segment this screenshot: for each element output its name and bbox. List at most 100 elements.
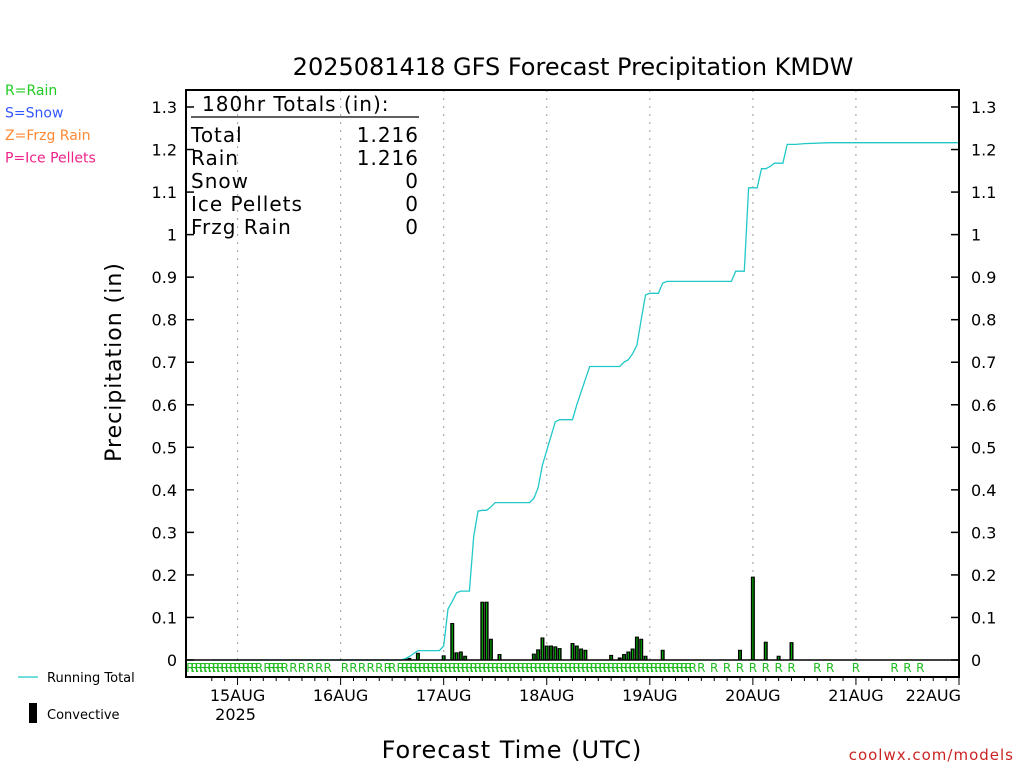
precip-bar-core-16 [550, 646, 552, 660]
precip-bar-core-12 [533, 654, 535, 660]
totals-label-2: Snow [191, 169, 249, 193]
x-tick-label-0: 15AUG [210, 686, 265, 705]
ptype-label-83: R [607, 661, 615, 675]
ptype-label-10: R [229, 661, 237, 675]
totals-value-2: 0 [405, 169, 419, 193]
ptype-label-71: R [555, 661, 563, 675]
ptype-label-109: R [774, 661, 782, 675]
ptype-label-74: R [568, 661, 576, 675]
precip-bar-core-20 [576, 646, 578, 660]
precip-bar-core-21 [580, 649, 582, 660]
y-tick-label-right-12: 1.2 [971, 141, 996, 160]
ptype-label-16: R [255, 661, 263, 675]
ptype-label-23: R [298, 661, 306, 675]
ptype-label-9: R [225, 661, 233, 675]
ptype-label-53: R [478, 661, 486, 675]
precip-bar-core-19 [571, 643, 574, 660]
ptype-label-51: R [470, 661, 478, 675]
ptype-label-37: R [409, 661, 417, 675]
ptype-label-52: R [474, 661, 482, 675]
precip-bars [403, 576, 794, 660]
ptype-label-44: R [439, 661, 447, 675]
legend-entry-0: R=Rain [5, 83, 57, 99]
precip-bar-core-34 [765, 642, 767, 660]
y-tick-label-left-2: 0.2 [152, 566, 177, 585]
legend-entry-2: Z=Frzg Rain [5, 128, 91, 144]
ptype-label-45: R [444, 661, 452, 675]
ptype-label-24: R [306, 661, 314, 675]
totals-header: 180hr Totals (in): [202, 92, 390, 116]
ptype-label-21: R [281, 661, 289, 675]
ptype-label-2: R [195, 661, 203, 675]
ptype-label-75: R [573, 661, 581, 675]
ptype-label-13: R [242, 661, 250, 675]
y-tick-label-right-0: 0 [971, 651, 981, 670]
precip-bar-core-26 [627, 652, 629, 660]
ptype-label-42: R [431, 661, 439, 675]
totals-label-1: Rain [191, 146, 239, 170]
precip-bar-core-13 [537, 650, 539, 660]
ptype-label-85: R [616, 661, 624, 675]
ptype-label-33: R [388, 661, 396, 675]
ptype-label-11: R [233, 661, 241, 675]
precip-bar-1 [407, 657, 412, 660]
precip-bar-core-10 [490, 639, 492, 660]
ptype-label-99: R [676, 661, 684, 675]
ptype-label-22: R [289, 661, 297, 675]
ptype-label-54: R [482, 661, 490, 675]
precip-bar-core-14 [541, 638, 544, 660]
y-tick-label-left-13: 1.3 [152, 98, 177, 117]
ptype-label-56: R [491, 661, 499, 675]
ptype-label-46: R [448, 661, 456, 675]
ptype-label-108: R [762, 661, 770, 675]
ptype-label-111: R [813, 661, 821, 675]
precip-bar-core-23 [610, 655, 612, 660]
x-tick-label-3: 18AUG [519, 686, 574, 705]
ptype-label-105: R [723, 661, 731, 675]
ptype-label-112: R [826, 661, 834, 675]
precip-bar-core-2 [417, 653, 419, 660]
ptype-label-115: R [903, 661, 911, 675]
y-tick-label-left-11: 1.1 [152, 183, 177, 202]
ptype-label-79: R [590, 661, 598, 675]
ptype-label-114: R [890, 661, 898, 675]
x-tick-sublabel-0: 2025 [215, 705, 256, 724]
precip-bar-core-29 [640, 639, 642, 660]
y-tick-label-left-3: 0.3 [152, 523, 177, 542]
ptype-label-81: R [598, 661, 606, 675]
precip-bar-core-6 [460, 652, 462, 660]
ptype-label-97: R [667, 661, 675, 675]
grid-lines [236, 90, 857, 660]
precip-bar-core-4 [451, 623, 453, 660]
precip-bar-core-3 [443, 656, 445, 660]
x-tick-label-2: 17AUG [416, 686, 471, 705]
ptype-label-5: R [208, 661, 216, 675]
y-tick-label-left-10: 1 [167, 226, 177, 245]
x-tick-label-6: 21AUG [828, 686, 883, 705]
precip-bar-core-11 [498, 655, 501, 660]
totals-value-1: 1.216 [357, 146, 419, 170]
ptype-label-36: R [405, 661, 413, 675]
running-total-legend-label: Running Total [47, 671, 135, 686]
ptype-label-20: R [276, 661, 284, 675]
y-axis-right: 0 0.1 0.2 0.3 0.4 0.5 0.6 0.7 0.8 0.9 1 1.1 1.2 1.3 [951, 98, 996, 670]
ptype-label-18: R [268, 661, 276, 675]
ptype-label-101: R [684, 661, 692, 675]
ptype-label-84: R [611, 661, 619, 675]
y-tick-label-right-10: 1 [971, 226, 981, 245]
precip-bar-core-8 [481, 602, 483, 660]
ptype-label-69: R [547, 661, 555, 675]
ptype-label-72: R [560, 661, 568, 675]
y-tick-label-left-7: 0.7 [152, 353, 177, 372]
ptype-label-62: R [517, 661, 525, 675]
ptype-label-39: R [418, 661, 426, 675]
precip-bar-core-18 [559, 649, 561, 660]
legend-entry-1: S=Snow [5, 106, 63, 122]
precip-type-legend: R=Rain S=Snow Z=Frzg Rain P=Ice Pellets [5, 83, 96, 167]
ptype-label-26: R [324, 661, 332, 675]
x-axis-label: Forecast Time (UTC) [382, 736, 643, 764]
ptype-label-55: R [487, 661, 495, 675]
y-tick-label-right-2: 0.2 [971, 566, 996, 585]
